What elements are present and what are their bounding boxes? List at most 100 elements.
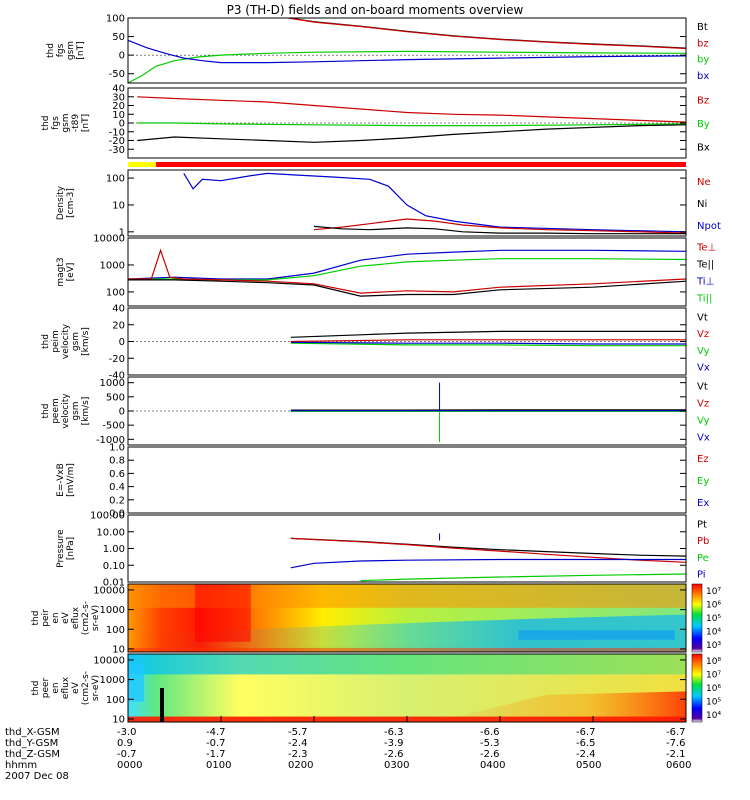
y-axis-label: [eV] bbox=[66, 263, 76, 282]
legend-label: Vz bbox=[697, 399, 709, 410]
colorbar-tick-label: 10⁴ bbox=[706, 711, 721, 721]
x-cell: 0500 bbox=[576, 760, 601, 771]
legend-label: Pe bbox=[697, 553, 709, 564]
x-cell: -1.7 bbox=[206, 749, 226, 760]
colorbar-tick-label: 10⁷ bbox=[706, 670, 721, 680]
legend-label: Ex bbox=[697, 498, 709, 509]
colorbar-tick-label: 10³ bbox=[706, 641, 721, 651]
legend-label: Vy bbox=[697, 416, 710, 427]
y-axis-label: peim bbox=[51, 330, 61, 353]
x-cell: 0600 bbox=[666, 760, 691, 771]
y-axis-label: magt3 bbox=[56, 257, 66, 286]
panel-frame bbox=[127, 446, 687, 514]
y-tick-label: 100 bbox=[106, 695, 125, 706]
y-tick-label: 10 bbox=[112, 200, 125, 211]
y-axis-label: gsm bbox=[66, 41, 76, 60]
y-tick-label: -500 bbox=[102, 421, 125, 432]
x-cell: 0000 bbox=[117, 760, 142, 771]
status-bar-segment bbox=[155, 162, 686, 167]
series-Ni bbox=[313, 225, 686, 235]
date-label: 2007 Dec 08 bbox=[5, 771, 69, 782]
y-tick-label: 1000 bbox=[100, 605, 125, 616]
y-axis-label: fgs bbox=[56, 43, 66, 57]
x-row-label: thd_Y-GSM bbox=[5, 738, 58, 749]
legend-label: Vt bbox=[697, 312, 708, 323]
y-tick-label: -20 bbox=[109, 136, 125, 147]
legend-label: Ne bbox=[697, 177, 711, 188]
y-axis-label: peer bbox=[41, 677, 51, 698]
y-tick-label: 1 bbox=[119, 227, 125, 238]
y-tick-label: 500 bbox=[106, 392, 125, 403]
x-cell: -2.6 bbox=[384, 749, 404, 760]
y-axis-label: gsm bbox=[71, 332, 81, 351]
legend-label: Te|| bbox=[696, 260, 714, 271]
y-tick-label: 30 bbox=[112, 92, 125, 103]
legend-label: Ni bbox=[697, 199, 707, 210]
heatmap-start-patch bbox=[128, 664, 144, 702]
panel-temperature: 100 1000 10000 magt3 [eV] Te⊥ Te|| Ti⊥ Ti|| bbox=[56, 234, 716, 307]
x-cell: -7.6 bbox=[666, 738, 686, 749]
panel-peer_spec: 10⁴ 10⁵ 10⁶ 10⁷ 10⁸ 10 100 1000 10000 thd peer en ef… bbox=[31, 653, 721, 725]
legend-label: Ey bbox=[697, 476, 709, 487]
y-tick-label: -1000 bbox=[96, 435, 125, 446]
legend-label: Vx bbox=[697, 363, 710, 374]
y-axis-label: thd bbox=[41, 404, 51, 419]
y-tick-label: 100 bbox=[106, 174, 125, 185]
legend-label: Bt bbox=[697, 22, 708, 33]
x-cell: 0100 bbox=[206, 760, 231, 771]
legend-label: Vx bbox=[697, 433, 710, 444]
x-cell: -6.7 bbox=[576, 727, 596, 738]
y-tick-label: 0.6 bbox=[109, 469, 125, 480]
y-tick-label: -30 bbox=[109, 145, 125, 156]
y-tick-label: -20 bbox=[109, 354, 125, 365]
y-tick-label: 0.8 bbox=[109, 456, 125, 467]
x-cell: -4.7 bbox=[206, 727, 226, 738]
colorbar bbox=[691, 583, 703, 653]
legend-label: Pt bbox=[697, 519, 707, 530]
y-axis-label: peem bbox=[51, 398, 61, 424]
y-axis-label: eflux bbox=[61, 676, 71, 699]
panel-frame bbox=[127, 307, 687, 376]
chart-title: P3 (TH-D) fields and on-board moments ov… bbox=[227, 3, 524, 17]
panel-fgs: -50 0 50 100 thd fgs gsm [nT] Bt bz by bx bbox=[46, 14, 709, 84]
legend-label: Pb bbox=[697, 536, 709, 547]
x-cell: 0200 bbox=[288, 760, 313, 771]
series-Bz bbox=[137, 96, 687, 123]
y-axis-label: Density bbox=[56, 185, 66, 220]
y-tick-label: 0.0 bbox=[109, 509, 125, 520]
legend-label: Ez bbox=[697, 454, 709, 465]
y-axis-label: gsm bbox=[71, 401, 81, 420]
x-cell: -5.7 bbox=[288, 727, 308, 738]
y-axis-label: [mV/m] bbox=[66, 463, 76, 497]
x-cell: -3.9 bbox=[384, 738, 404, 749]
panel-pressure: 0.01 0.10 1.00 10.00 100.00 Pressure [nPa] Pt Pb… bbox=[56, 511, 709, 589]
x-cell: -2.3 bbox=[288, 749, 308, 760]
colorbar-tick-label: 10⁶ bbox=[706, 684, 721, 694]
heatmap-hot-wedge bbox=[434, 691, 686, 722]
series-Ti|| bbox=[128, 258, 687, 281]
panel-density: 1 10 100 Density [cm-3] Ne Ni Npot bbox=[56, 169, 721, 238]
y-axis-label: sr-eV) bbox=[91, 675, 101, 701]
y-tick-label: 0 bbox=[119, 407, 125, 418]
y-axis-label: [nPa] bbox=[66, 537, 76, 560]
legend-label: bx bbox=[697, 71, 709, 82]
heatmap-gap-bar bbox=[160, 688, 164, 722]
heatmap-top-band bbox=[128, 654, 686, 675]
legend-label: bz bbox=[697, 38, 709, 49]
colorbar bbox=[691, 653, 703, 723]
y-tick-label: 0.2 bbox=[109, 495, 125, 506]
legend-label: Npot bbox=[697, 221, 721, 232]
series-Vy bbox=[290, 342, 686, 347]
y-tick-label: 10000 bbox=[93, 655, 125, 666]
panel-frame bbox=[127, 514, 687, 583]
series-Pe bbox=[360, 573, 687, 582]
x-cell: -3.0 bbox=[117, 727, 137, 738]
x-cell: 0300 bbox=[384, 760, 409, 771]
colorbar-tick-label: 10⁵ bbox=[706, 698, 721, 708]
series-Vt bbox=[290, 330, 686, 338]
legend-label: Vy bbox=[697, 346, 710, 357]
y-tick-label: 10 bbox=[112, 644, 125, 655]
y-tick-label: 100 bbox=[106, 625, 125, 636]
legend-label: Te⊥ bbox=[696, 243, 716, 254]
